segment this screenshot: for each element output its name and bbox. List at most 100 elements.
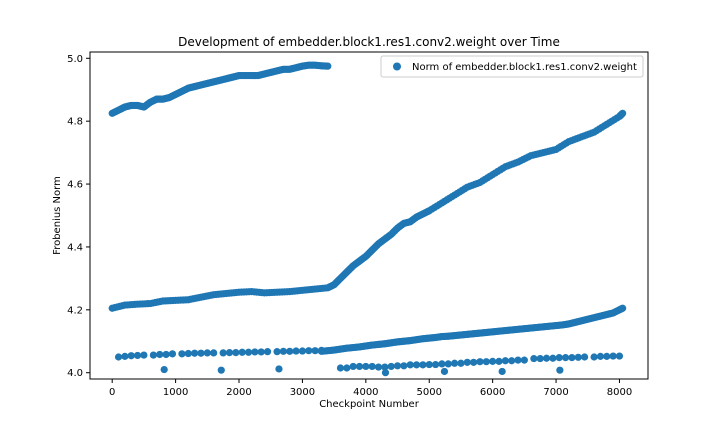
data-point <box>444 360 452 368</box>
data-point <box>244 348 253 356</box>
data-point <box>482 358 490 366</box>
data-point <box>178 350 186 358</box>
x-tick-label: 2000 <box>226 387 251 398</box>
data-point <box>225 348 234 357</box>
data-point <box>368 362 376 371</box>
data-point <box>263 348 272 356</box>
legend-label: Norm of embedder.block1.res1.conv2.weigh… <box>412 62 637 73</box>
data-point <box>292 347 300 355</box>
data-point <box>495 357 503 365</box>
data-point <box>530 354 538 363</box>
data-point <box>619 109 627 117</box>
data-point <box>440 367 449 376</box>
data-point <box>508 357 516 365</box>
x-tick-label: 1000 <box>163 387 188 398</box>
data-point <box>232 348 240 357</box>
data-point <box>191 349 199 357</box>
data-point <box>381 363 389 371</box>
data-point <box>498 367 506 376</box>
data-point <box>556 366 564 374</box>
data-point <box>355 362 364 371</box>
x-tick-label: 5000 <box>417 387 442 398</box>
data-point <box>298 347 307 355</box>
y-tick-label: 4.8 <box>67 117 83 128</box>
chart-title: Development of embedder.block1.res1.conv… <box>178 35 560 49</box>
data-point <box>457 359 465 367</box>
data-point <box>317 346 326 354</box>
data-point <box>162 350 170 359</box>
data-point <box>197 349 205 357</box>
x-tick-label: 4000 <box>353 387 378 398</box>
x-tick-label: 7000 <box>543 387 568 398</box>
data-point <box>470 358 478 366</box>
y-tick-label: 5.0 <box>67 54 83 65</box>
legend-marker <box>393 62 401 71</box>
data-point <box>580 353 589 361</box>
legend: Norm of embedder.block1.res1.conv2.weigh… <box>380 55 644 78</box>
data-point <box>219 349 227 357</box>
x-axis-ticks: 0 1000 2000 3000 4000 5000 6000 7000 8000 <box>109 379 632 398</box>
data-point <box>419 361 427 369</box>
data-point <box>140 351 148 359</box>
data-point <box>412 361 421 369</box>
data-point <box>343 364 351 372</box>
data-point <box>431 360 440 369</box>
x-axis-label: Checkpoint Number <box>319 399 420 410</box>
data-point <box>156 350 164 359</box>
data-point <box>381 369 390 377</box>
data-point <box>149 351 158 359</box>
data-point <box>324 62 332 70</box>
data-point <box>184 349 192 358</box>
data-point <box>489 357 497 365</box>
data-point <box>619 304 627 312</box>
data-point <box>133 351 142 360</box>
data-point <box>514 356 522 364</box>
data-point <box>336 364 345 372</box>
data-point <box>596 352 605 360</box>
x-tick-label: 6000 <box>480 387 505 398</box>
y-tick-label: 4.6 <box>67 180 83 191</box>
x-tick-label: 3000 <box>290 387 315 398</box>
data-point <box>463 358 471 366</box>
data-point <box>574 353 582 361</box>
y-tick-label: 4.2 <box>67 305 83 316</box>
data-point <box>400 362 408 370</box>
data-points <box>108 61 627 377</box>
data-point <box>286 347 294 355</box>
data-point <box>257 348 265 356</box>
data-point <box>374 363 383 371</box>
y-tick-label: 4.4 <box>67 242 83 253</box>
data-point <box>561 354 570 362</box>
data-point <box>501 357 509 365</box>
data-point <box>609 352 617 360</box>
data-point <box>349 362 357 371</box>
data-point <box>568 354 576 362</box>
data-point <box>311 347 319 355</box>
data-point <box>305 347 313 355</box>
data-point <box>114 353 123 361</box>
x-tick-label: 0 <box>109 387 115 398</box>
data-point <box>406 361 414 369</box>
data-point <box>203 349 211 357</box>
data-point <box>210 349 218 357</box>
data-point <box>549 354 557 362</box>
plot-area <box>89 51 649 380</box>
data-point <box>121 352 129 360</box>
data-point <box>520 356 528 364</box>
legend-frame <box>380 55 644 78</box>
data-point <box>476 358 484 366</box>
data-point <box>615 352 624 360</box>
data-point <box>590 353 598 361</box>
y-tick-label: 4.0 <box>67 368 83 379</box>
data-point <box>603 352 611 360</box>
data-point <box>387 362 395 371</box>
data-point <box>160 365 168 374</box>
data-point <box>542 354 551 362</box>
data-point <box>168 350 177 358</box>
data-point <box>217 366 225 374</box>
data-point <box>536 354 544 363</box>
data-point <box>251 348 259 356</box>
data-point <box>451 359 459 367</box>
y-axis-ticks: 4.0 4.2 4.4 4.6 4.8 5.0 <box>67 54 90 379</box>
